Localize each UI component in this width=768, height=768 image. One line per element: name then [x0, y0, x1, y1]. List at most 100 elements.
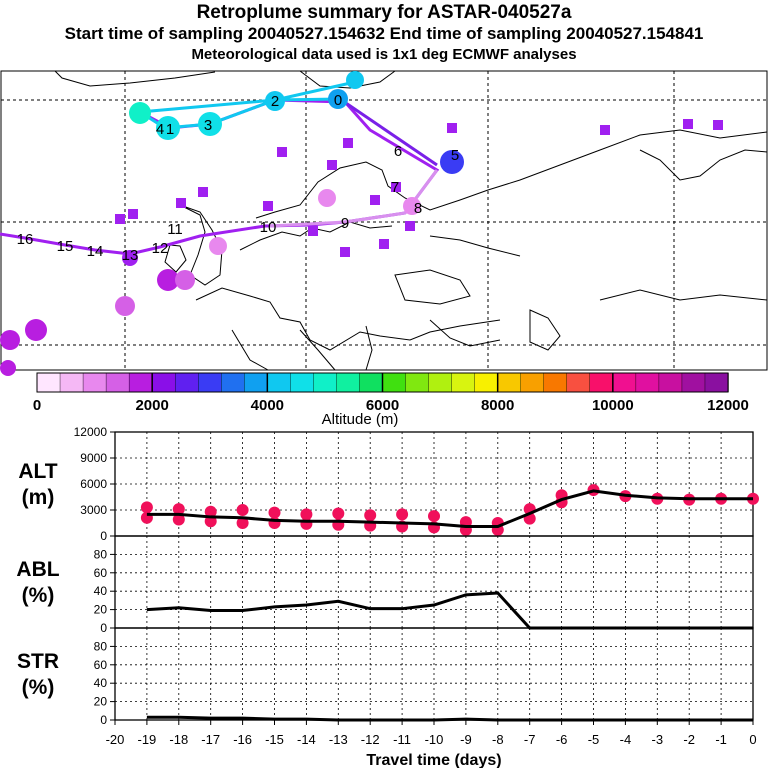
x-tick-label: -11 — [393, 732, 411, 747]
x-axis-label: Travel time (days) — [366, 752, 501, 768]
altitude-point — [172, 513, 185, 526]
trajectory-marker — [328, 89, 348, 109]
x-tick-label: -10 — [425, 732, 444, 747]
y-tick-label: 40 — [94, 584, 108, 598]
altitude-point — [140, 501, 153, 514]
dispersion-marker — [340, 247, 350, 257]
series-line-abl — [146, 591, 753, 630]
colorbar-cell — [290, 372, 315, 393]
trajectory-day-label: 9 — [341, 215, 349, 232]
y-tick-label: 9000 — [80, 451, 107, 465]
colorbar-cell — [198, 372, 222, 393]
colorbar-cell — [151, 372, 176, 393]
colorbar-cell — [428, 372, 453, 393]
colorbar-cell — [105, 372, 130, 393]
trajectory-marker — [156, 116, 180, 140]
x-tick-label: -7 — [524, 732, 536, 747]
dispersion-marker — [370, 195, 380, 205]
trajectory-marker — [115, 296, 135, 316]
x-tick-label: -9 — [460, 732, 472, 747]
dispersion-marker — [263, 201, 273, 211]
colorbar-cell — [59, 372, 84, 393]
colorbar-cell — [658, 372, 683, 393]
colorbar-cell — [221, 372, 245, 393]
y-tick-label: 12000 — [74, 425, 108, 439]
trajectory-day-label: 15 — [57, 238, 74, 255]
x-tick-label: -15 — [265, 732, 284, 747]
colorbar-tick-label: 8000 — [481, 397, 514, 414]
panel-ylabel: STR — [17, 650, 59, 673]
panel-ylabel-unit: (%) — [22, 676, 55, 699]
altitude-point — [204, 505, 217, 518]
trajectory-day-label: 1 — [166, 121, 174, 138]
time-series-panels: 0 3000 6000 9000 12000 ALT (m) 0 20 40 60 80 ABL (%) 0… — [16, 425, 759, 768]
colorbar-cell — [244, 372, 269, 393]
colorbar-cell — [497, 372, 522, 393]
map-graticule — [1, 71, 767, 370]
trajectory-day-label: 11 — [167, 221, 183, 238]
x-tick-label: -20 — [106, 732, 125, 747]
colorbar-tick-label: 12000 — [707, 397, 749, 414]
trajectory-day-label: 3 — [204, 117, 212, 134]
colorbar-cell — [635, 372, 660, 393]
dispersion-marker — [198, 187, 208, 197]
y-tick-label: 0 — [100, 713, 107, 727]
colorbar-cell — [612, 372, 637, 393]
trajectory-day-label: 2 — [271, 93, 279, 110]
x-tick-label: -5 — [588, 732, 600, 747]
trajectory-marker — [129, 102, 151, 124]
colorbar-cell — [382, 372, 407, 393]
dispersion-marker — [128, 209, 138, 219]
altitude-point — [236, 504, 249, 516]
y-tick-label: 6000 — [80, 477, 107, 491]
dispersion-marker — [308, 226, 318, 236]
colorbar-cell — [313, 372, 338, 393]
dispersion-marker — [277, 147, 287, 157]
trajectory-marker — [209, 237, 227, 255]
colorbar-cell — [451, 372, 476, 393]
met-data-note: Meteorological data used is 1x1 deg ECMW… — [191, 46, 577, 63]
colorbar-cell — [174, 372, 199, 393]
x-tick-label: 0 — [749, 732, 756, 747]
y-tick-label: 40 — [94, 676, 108, 690]
colorbar-cell — [359, 372, 384, 393]
series-line-str — [146, 715, 753, 722]
trajectory-paths — [0, 71, 723, 376]
trajectory-marker — [175, 270, 195, 290]
x-tick-label: -17 — [201, 732, 220, 747]
sampling-times: Start time of sampling 20040527.154632 E… — [64, 24, 704, 43]
trajectory-marker — [0, 360, 16, 376]
trajectory-day-label: 14 — [87, 243, 104, 260]
trajectory-marker — [346, 71, 364, 89]
altitude-point — [268, 506, 281, 519]
trajectory-day-label: 4 — [156, 121, 164, 138]
trajectory-day-label: 0 — [334, 92, 342, 109]
panel-ylabel: ALT — [18, 460, 57, 483]
dispersion-marker — [405, 221, 415, 231]
y-tick-label: 0 — [100, 621, 107, 635]
x-tick-label: -3 — [652, 732, 664, 747]
dispersion-marker — [391, 182, 401, 192]
y-tick-label: 3000 — [80, 503, 107, 517]
panel-ylabel: ABL — [16, 558, 59, 581]
y-tick-label: 20 — [94, 695, 108, 709]
colorbar-cell — [704, 372, 729, 393]
colorbar-cell — [589, 372, 614, 393]
trajectory-marker — [403, 197, 421, 215]
colorbar-tick-label: 6000 — [366, 397, 399, 414]
y-tick-label: 80 — [94, 547, 108, 561]
x-tick-label: -4 — [620, 732, 632, 747]
colorbar-cell — [474, 372, 499, 393]
dispersion-marker — [327, 160, 337, 170]
x-tick-label: -19 — [138, 732, 157, 747]
colorbar-cell — [566, 372, 591, 393]
dispersion-marker — [683, 119, 693, 129]
x-tick-label: -12 — [361, 732, 380, 747]
altitude-point — [364, 509, 377, 522]
panel-ylabel-unit: (m) — [22, 486, 55, 509]
x-tick-label: -6 — [556, 732, 568, 747]
trajectory-path-violet — [339, 97, 438, 167]
dispersion-marker — [600, 125, 610, 135]
